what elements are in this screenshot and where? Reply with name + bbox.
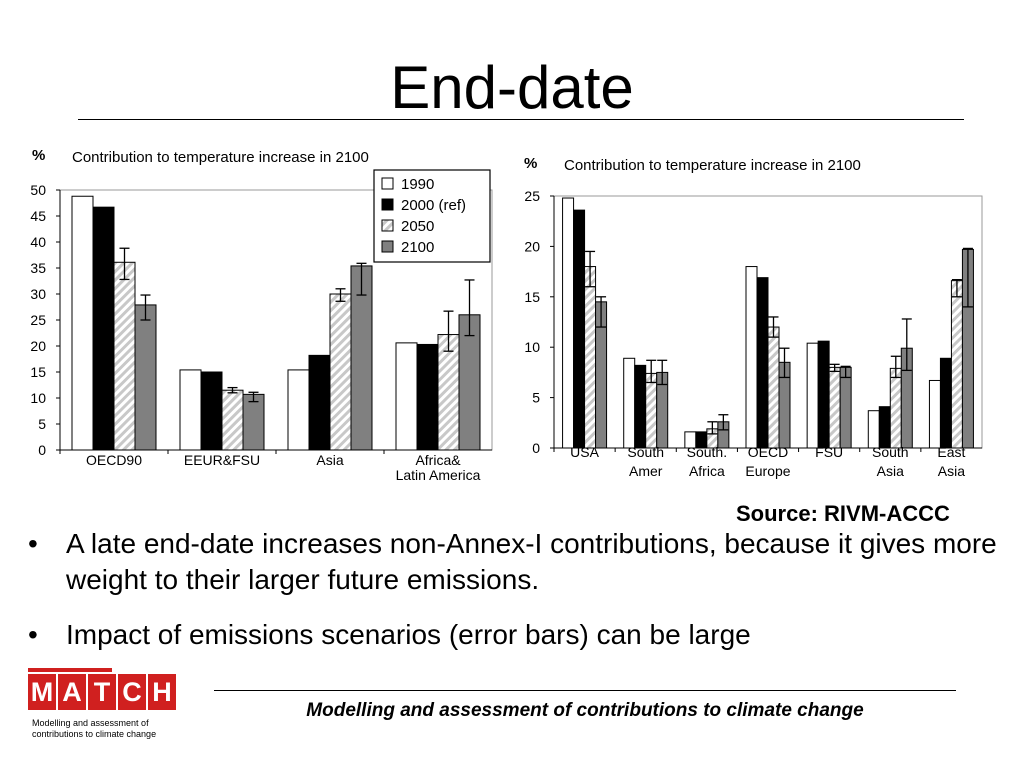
y-tick-label: 5 xyxy=(38,416,46,432)
bar xyxy=(867,410,880,449)
bullet-marker: • xyxy=(28,619,38,650)
legend-label: 2050 xyxy=(401,218,434,235)
bar xyxy=(817,340,830,449)
bar xyxy=(806,342,819,449)
bullet-item: • Impact of emissions scenarios (error ba… xyxy=(28,617,1018,653)
bar xyxy=(287,369,310,451)
y-tick-label: 15 xyxy=(30,364,46,380)
bar xyxy=(308,354,331,451)
y-tick-label: 40 xyxy=(30,234,46,250)
logo-letters: M A T C H xyxy=(28,674,178,712)
bar xyxy=(562,197,575,449)
bar xyxy=(329,293,352,451)
x-tick-label: OECD Europe xyxy=(745,444,790,479)
x-tick-label: EEUR&FSU xyxy=(184,452,260,468)
logo-bar xyxy=(28,668,112,672)
y-tick-label: 5 xyxy=(532,390,540,406)
bar xyxy=(889,367,902,449)
bar xyxy=(573,209,586,449)
bar xyxy=(939,357,952,449)
y-tick-label: 45 xyxy=(30,208,46,224)
logo-letter: A xyxy=(58,674,86,710)
bar xyxy=(113,261,136,451)
legend-label: 2100 xyxy=(401,239,434,256)
x-tick-label: East Asia xyxy=(937,444,965,479)
bar xyxy=(179,369,202,451)
footer-text: Modelling and assessment of contribution… xyxy=(306,700,864,721)
bar xyxy=(767,326,780,449)
logo-subtitle: Modelling and assessment of contribution… xyxy=(32,718,157,739)
slide-title: End-date xyxy=(390,54,634,121)
legend-label: 2000 (ref) xyxy=(401,197,466,214)
bar xyxy=(745,266,758,449)
bullet-marker: • xyxy=(28,528,38,559)
legend-swatch xyxy=(381,198,394,211)
x-tick-label: Asia xyxy=(316,452,343,468)
y-tick-label: 20 xyxy=(30,338,46,354)
x-tick-label: South Asia xyxy=(872,444,909,479)
bar xyxy=(395,342,418,451)
bar xyxy=(950,280,963,449)
logo-letter: C xyxy=(118,674,146,710)
bar xyxy=(634,364,647,449)
y-tick-label: 10 xyxy=(524,339,540,355)
y-tick-label: 0 xyxy=(532,440,540,456)
y-tick-label: 20 xyxy=(524,238,540,254)
bullet-list: • A late end-date increases non-Annex-I c… xyxy=(28,526,1018,672)
bar xyxy=(221,389,244,451)
x-tick-label: OECD90 xyxy=(86,452,142,468)
legend-swatch xyxy=(381,177,394,190)
chart-countries: Contribution to temperature increase in … xyxy=(524,155,983,479)
legend-swatch xyxy=(381,219,394,232)
y-axis-unit: % xyxy=(32,147,45,164)
match-logo: M A T C H Modelling and assessment of co… xyxy=(28,668,178,744)
legend-label: 1990 xyxy=(401,176,434,193)
logo-letter: H xyxy=(148,674,176,710)
bar xyxy=(416,343,439,451)
logo-letter: M xyxy=(28,674,56,710)
bar xyxy=(623,357,636,449)
y-tick-label: 50 xyxy=(30,182,46,198)
y-axis-unit: % xyxy=(524,155,537,172)
source-label: Source: RIVM-ACCC xyxy=(736,501,950,526)
x-tick-label: USA xyxy=(570,444,599,460)
y-tick-label: 25 xyxy=(524,188,540,204)
logo-letter: T xyxy=(88,674,116,710)
bar xyxy=(71,195,94,451)
chart-regions: Contribution to temperature increase in … xyxy=(30,147,493,483)
y-tick-label: 25 xyxy=(30,312,46,328)
bar xyxy=(645,372,658,449)
bar xyxy=(92,206,115,451)
y-tick-label: 0 xyxy=(38,442,46,458)
bar xyxy=(756,277,769,449)
chart-title: Contribution to temperature increase in … xyxy=(72,149,369,166)
bullet-text: Impact of emissions scenarios (error bar… xyxy=(66,619,751,650)
title-divider xyxy=(78,119,964,120)
bar xyxy=(242,393,265,451)
bar xyxy=(839,366,852,449)
x-tick-label: FSU xyxy=(815,444,843,460)
x-tick-label: South. Africa xyxy=(687,444,727,479)
y-tick-label: 10 xyxy=(30,390,46,406)
bullet-item: • A late end-date increases non-Annex-I c… xyxy=(28,526,1018,598)
bar xyxy=(928,379,941,449)
y-tick-label: 30 xyxy=(30,286,46,302)
x-tick-label: South Amer xyxy=(627,444,664,479)
footer-divider xyxy=(214,690,956,691)
chart-title: Contribution to temperature increase in … xyxy=(564,157,861,174)
bar xyxy=(134,304,157,451)
bar xyxy=(828,366,841,449)
y-tick-label: 15 xyxy=(524,289,540,305)
bar xyxy=(878,406,891,449)
bar xyxy=(437,334,460,451)
legend-swatch xyxy=(381,240,394,253)
bar xyxy=(200,371,223,451)
y-tick-label: 35 xyxy=(30,260,46,276)
x-tick-label: Africa& Latin America xyxy=(396,452,481,483)
bullet-text: A late end-date increases non-Annex-I co… xyxy=(66,528,997,595)
bar xyxy=(584,266,597,449)
